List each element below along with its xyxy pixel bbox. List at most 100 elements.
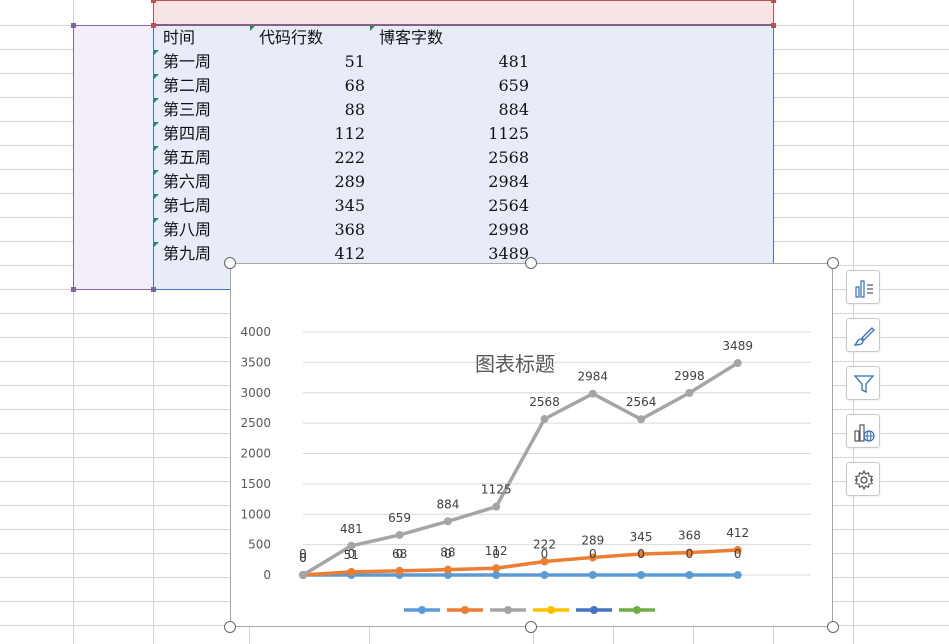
data-point[interactable] [733,545,742,554]
data-point[interactable] [492,502,501,511]
data-point[interactable] [540,557,549,566]
chart-resize-handle[interactable] [224,621,236,633]
table-cell[interactable]: 2984 [488,172,529,191]
table-cell[interactable]: 第三周 [163,100,212,119]
resize-handle[interactable] [771,0,776,3]
table-cell[interactable]: 2568 [488,148,529,167]
table-cell[interactable]: 第一周 [163,52,212,71]
column-header[interactable]: 时间 [163,28,196,47]
series-line[interactable] [302,361,739,577]
data-label: 289 [581,533,604,547]
table-cell[interactable]: 第八周 [163,220,212,239]
legend-marker[interactable] [418,606,426,614]
table-cell[interactable]: 659 [498,76,529,95]
data-label: 412 [726,526,749,540]
data-label: 2568 [529,395,560,409]
chart-elements-button[interactable] [846,270,880,304]
chart-styles-button[interactable] [846,318,880,352]
chart-filter-button[interactable] [846,366,880,400]
data-label: 88 [440,546,455,560]
resize-handle[interactable] [771,23,776,28]
line-chart[interactable]: 0 500 1000 1500 2000 2500 3000 3500 4000 图表标题 0 0 0 0… [230,263,833,627]
column-header[interactable]: 代码行数 [259,28,324,47]
data-point[interactable] [637,415,646,424]
chart-online-button[interactable] [846,414,880,448]
table-cell[interactable]: 第二周 [163,76,212,95]
chart-resize-handle[interactable] [827,257,839,269]
legend-marker[interactable] [590,606,598,614]
table-cell[interactable]: 第九周 [163,244,212,263]
table-cell[interactable]: 68 [344,76,365,95]
selection-range-row-labels[interactable] [73,25,154,290]
error-indicator-icon [154,194,159,199]
legend-marker[interactable] [461,606,469,614]
table-cell[interactable]: 289 [334,172,365,191]
table-cell[interactable]: 222 [334,148,365,167]
legend-marker[interactable] [547,606,555,614]
chart-resize-handle[interactable] [827,621,839,633]
column-header[interactable]: 博客字数 [379,28,444,47]
data-point[interactable] [395,530,404,539]
data-point[interactable] [347,541,356,550]
data-label: 0 [299,551,307,565]
table-cell[interactable]: 368 [334,220,365,239]
data-point[interactable] [540,414,549,423]
data-label: 51 [344,548,359,562]
data-point[interactable] [443,517,452,526]
resize-handle[interactable] [151,287,156,292]
data-point[interactable] [540,571,549,579]
data-point[interactable] [588,571,597,579]
data-point[interactable] [492,571,501,579]
y-tick-label: 500 [248,538,271,552]
data-point[interactable] [685,571,694,579]
legend-marker[interactable] [633,606,641,614]
table-cell[interactable]: 第六周 [163,172,212,191]
table-cell[interactable]: 1125 [488,124,529,143]
data-point[interactable] [443,565,452,574]
chart-resize-handle[interactable] [525,257,537,269]
data-label: 0 [686,547,694,561]
data-label: 0 [347,547,355,561]
data-label: 0 [492,547,500,561]
table-cell[interactable]: 884 [498,100,529,119]
y-tick-label: 0 [263,568,271,582]
chart-settings-button[interactable] [846,462,880,496]
series-line[interactable] [302,548,738,577]
data-point[interactable] [588,553,597,562]
table-cell[interactable]: 345 [334,196,365,215]
resize-handle[interactable] [151,23,156,28]
data-point[interactable] [733,359,742,368]
data-label: 481 [340,522,363,536]
data-point[interactable] [347,567,356,576]
data-point[interactable] [637,571,646,579]
table-cell[interactable]: 第七周 [163,196,212,215]
table-cell[interactable]: 481 [498,52,529,71]
data-point[interactable] [492,564,501,573]
data-point[interactable] [685,388,694,397]
legend-marker[interactable] [504,606,512,614]
data-point[interactable] [637,550,646,559]
data-point[interactable] [685,548,694,557]
chart-resize-handle[interactable] [525,621,537,633]
resize-handle[interactable] [71,287,76,292]
data-point[interactable] [733,571,742,579]
chart-resize-handle[interactable] [224,257,236,269]
table-cell[interactable]: 112 [334,124,365,143]
data-point[interactable] [299,571,307,579]
table-cell[interactable]: 第五周 [163,148,212,167]
table-cell[interactable]: 2998 [488,220,529,239]
table-cell[interactable]: 3489 [488,244,529,263]
data-point[interactable] [588,389,597,398]
data-label: 0 [396,547,404,561]
table-cell[interactable]: 88 [344,100,365,119]
data-point[interactable] [395,566,404,575]
table-cell[interactable]: 51 [344,52,365,71]
resize-handle[interactable] [151,0,156,3]
resize-handle[interactable] [71,23,76,28]
selection-range-series-names[interactable] [153,0,774,25]
chart-title[interactable]: 图表标题 [475,352,555,376]
table-cell[interactable]: 412 [334,244,365,263]
table-cell[interactable]: 2564 [488,196,529,215]
table-cell[interactable]: 第四周 [163,124,212,143]
data-label: 0 [589,547,597,561]
